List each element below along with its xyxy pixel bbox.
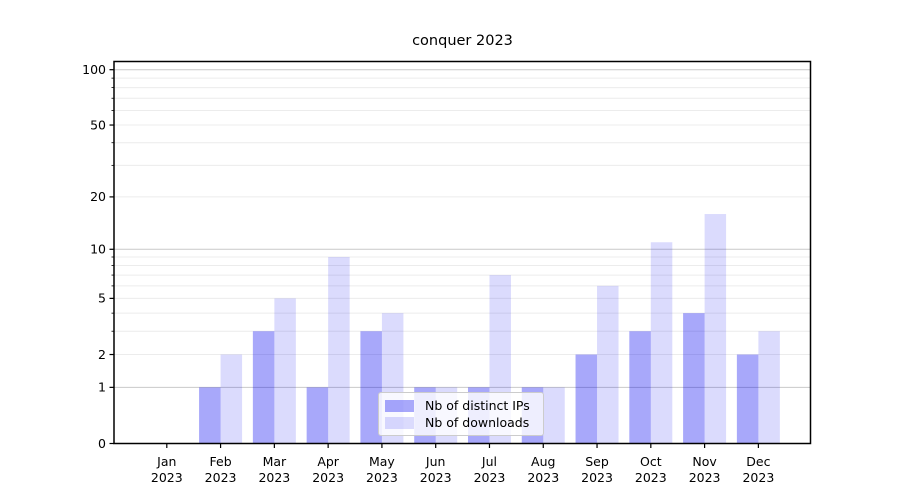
legend: Nb of distinct IPs Nb of downloads (378, 392, 544, 436)
bar-downloads (758, 331, 780, 444)
x-tick-label: Aug 2023 (527, 454, 559, 485)
legend-item-downloads: Nb of downloads (385, 415, 535, 430)
y-tick-label: 10 (90, 242, 106, 257)
x-tick-label: Mar 2023 (258, 454, 290, 485)
bar-downloads (328, 257, 350, 444)
plot-border (113, 60, 812, 445)
x-tick-label: Jun 2023 (420, 454, 452, 485)
y-tick-label: 50 (90, 117, 106, 132)
bar-distinct-ips (306, 387, 329, 444)
bar-distinct-ips (575, 354, 598, 444)
x-tick-label: Oct 2023 (635, 454, 667, 485)
legend-swatch-downloads (385, 416, 414, 429)
bar-downloads (704, 214, 727, 444)
y-tick-label: 1 (98, 380, 106, 395)
legend-label-distinct-ips: Nb of distinct IPs (425, 398, 530, 413)
bar-distinct-ips (199, 387, 221, 444)
bar-distinct-ips (252, 331, 275, 444)
y-tick-label: 0 (98, 436, 106, 451)
bar-distinct-ips (629, 331, 651, 444)
chart-title: conquer 2023 (412, 33, 513, 49)
x-tick-label: Nov 2023 (689, 454, 721, 485)
y-tick-label: 20 (90, 189, 106, 204)
x-tick-label: May 2023 (366, 454, 398, 485)
bar-downloads (274, 298, 296, 444)
bar-distinct-ips (736, 354, 759, 444)
x-tick-label: Jul 2023 (474, 454, 506, 485)
y-tick-label: 5 (98, 291, 106, 306)
x-tick-label: Sep 2023 (581, 454, 613, 485)
x-tick-label: Apr 2023 (312, 454, 344, 485)
x-tick-label: Dec 2023 (742, 454, 774, 485)
legend-swatch-distinct-ips (385, 399, 414, 412)
bar-distinct-ips (683, 313, 705, 444)
y-tick-label: 2 (98, 347, 106, 362)
legend-item-distinct-ips: Nb of distinct IPs (385, 398, 535, 413)
legend-label-downloads: Nb of downloads (425, 415, 530, 430)
x-tick-label: Jan 2023 (151, 454, 183, 485)
x-tick-label: Feb 2023 (205, 454, 237, 485)
bar-downloads (650, 242, 673, 444)
bar-distinct-ips (360, 331, 382, 444)
bar-downloads (597, 285, 619, 444)
y-tick-label: 100 (82, 62, 106, 77)
bar-downloads (543, 387, 565, 444)
bar-downloads (220, 354, 243, 444)
